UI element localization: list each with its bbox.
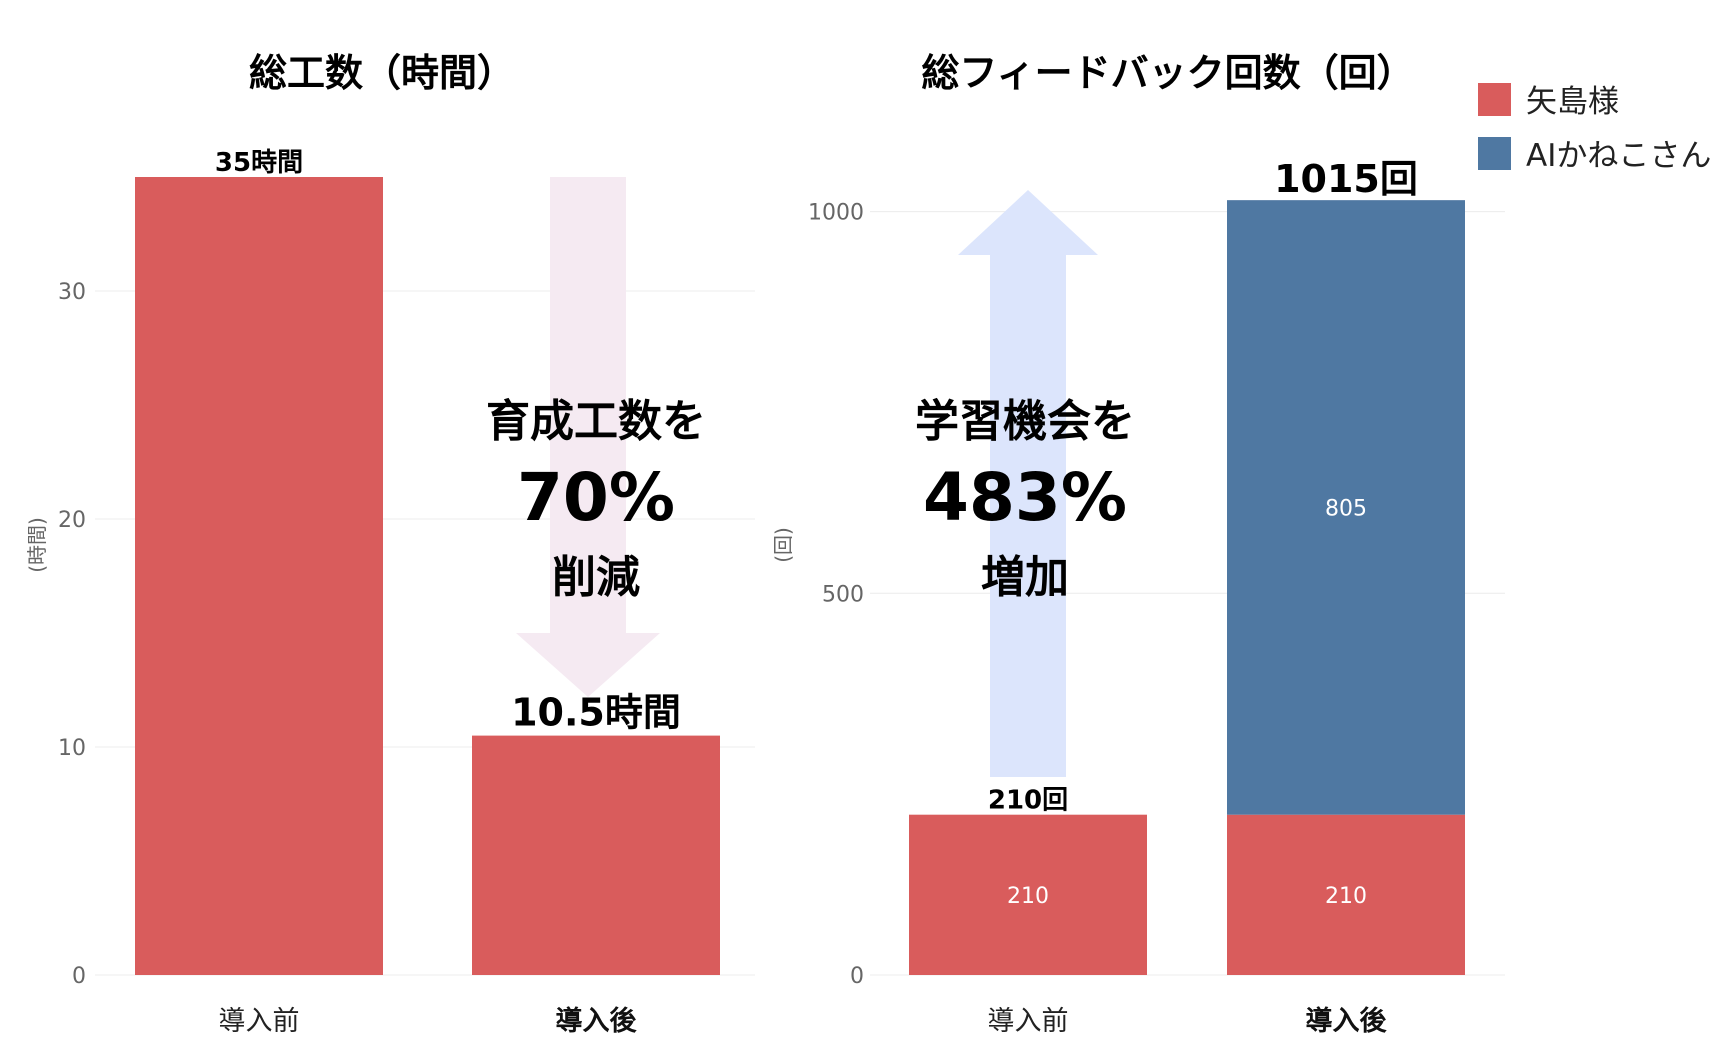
chart-2-segment-label-after-yajima: 210 [1325, 884, 1367, 909]
legend: 矢島様 AIかねこさん [1478, 83, 1711, 174]
chart-1-y-ticks: 0 10 20 30 [58, 280, 86, 989]
chart-2-y-tick-label: 0 [850, 964, 864, 989]
chart-1-y-axis-label: (時間) [25, 517, 49, 573]
chart-1-annotation-line1: 育成工数を [486, 396, 706, 447]
chart-1-total-label-after: 10.5時間 [511, 691, 681, 735]
chart-2-up-arrow [958, 190, 1098, 777]
chart-2-annotation-line3: 増加 [981, 552, 1069, 603]
chart-2-segment-label-before-yajima: 210 [1007, 884, 1049, 909]
chart-2-y-ticks: 0 500 1000 [808, 201, 864, 989]
chart-2-title: 総フィードバック回数（回） [921, 51, 1414, 95]
chart-2-annotation-line1: 学習機会を [915, 396, 1135, 447]
chart-1-bar-after [472, 735, 720, 975]
legend-label-yajima: 矢島様 [1526, 84, 1619, 120]
chart-2-total-label-before: 210回 [988, 786, 1068, 816]
chart-2-segment-label-after-ai: 805 [1325, 496, 1367, 521]
chart-1: 総工数（時間） (時間) 0 10 20 30 35時間 10.5時間 育成工数を 7… [25, 51, 755, 1037]
chart-2-y-axis-label: (回) [771, 527, 795, 563]
legend-label-ai: AIかねこさん [1526, 138, 1711, 174]
chart-1-y-tick-label: 20 [58, 508, 86, 533]
chart-2-bar-after-ai [1227, 200, 1465, 815]
chart-2-y-tick-label: 500 [822, 582, 864, 607]
chart-2-annotation-percent: 483% [923, 459, 1127, 536]
chart-2-y-tick-label: 1000 [808, 201, 864, 226]
chart-1-category-before: 導入前 [219, 1006, 300, 1037]
chart-2-category-before: 導入前 [988, 1006, 1069, 1037]
legend-swatch-ai [1478, 137, 1511, 170]
chart-1-annotation-line3: 削減 [552, 552, 640, 603]
chart-2-total-label-after: 1015回 [1274, 157, 1418, 201]
chart-1-y-tick-label: 10 [58, 736, 86, 761]
chart-1-title: 総工数（時間） [249, 51, 515, 95]
chart-2-category-after: 導入後 [1306, 1005, 1388, 1037]
chart-1-bar-before [135, 177, 383, 975]
chart-2-bar-before-yajima [909, 814, 1147, 975]
chart-1-down-arrow [516, 177, 660, 697]
chart-2-bar-after-yajima [1227, 814, 1465, 975]
legend-swatch-yajima [1478, 83, 1511, 116]
chart-1-y-tick-label: 30 [58, 280, 86, 305]
chart-1-annotation-percent: 70% [517, 459, 675, 536]
chart-2: 総フィードバック回数（回） (回) 0 500 1000 210 210 805 2… [771, 51, 1505, 1037]
chart-1-y-tick-label: 0 [72, 964, 86, 989]
chart-1-category-after: 導入後 [556, 1005, 638, 1037]
chart-1-total-label-before: 35時間 [215, 148, 303, 178]
